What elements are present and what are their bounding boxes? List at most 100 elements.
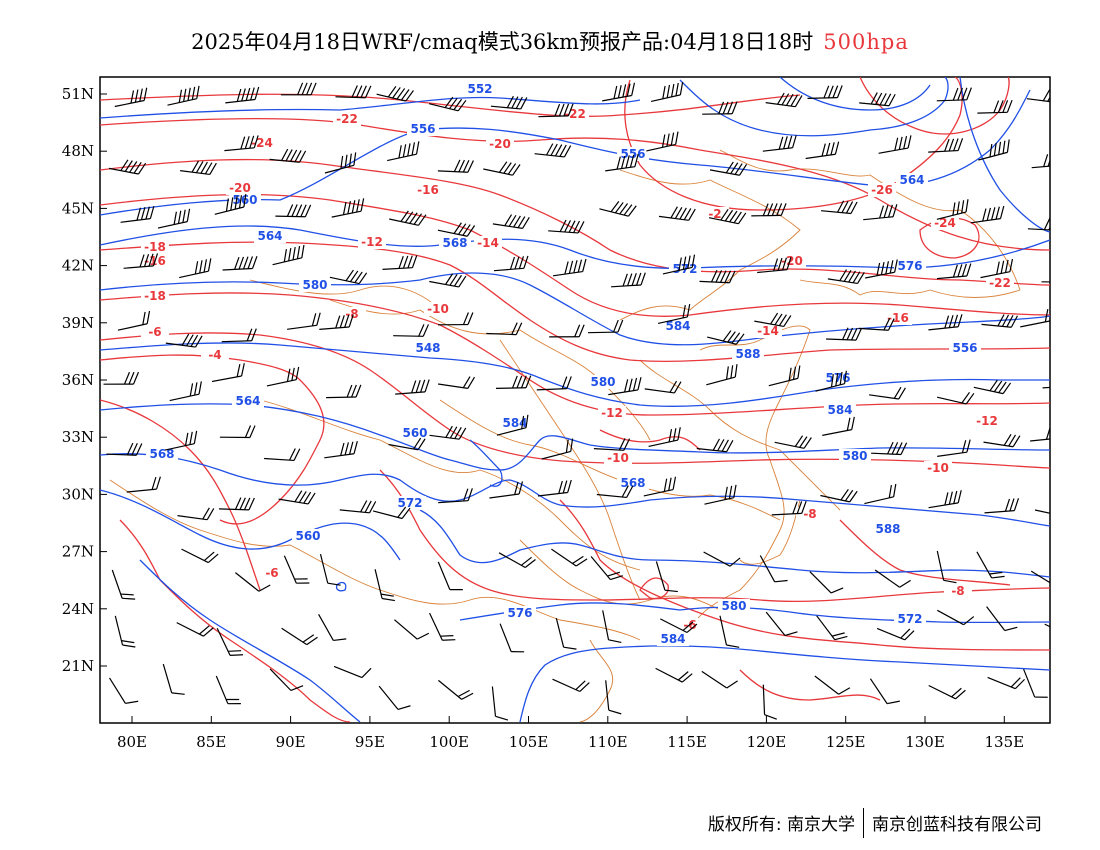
lon-tick-label: 110E — [588, 733, 628, 751]
wind-barb — [1026, 89, 1050, 104]
temperature-label-bg — [141, 325, 169, 339]
wind-barb — [937, 609, 975, 626]
temperature-label: -12 — [976, 414, 998, 428]
wind-barb — [372, 506, 411, 520]
wind-barb — [1030, 426, 1050, 442]
wind-barb — [329, 269, 368, 285]
wind-barb — [214, 194, 247, 215]
height-label: 580 — [721, 599, 746, 613]
wind-barb — [165, 333, 203, 348]
temperature-isotherm — [379, 469, 1050, 603]
temperature-isotherm — [119, 519, 351, 723]
height-label: 556 — [952, 341, 977, 355]
wind-barb — [495, 375, 532, 389]
temperature-label-bg — [924, 461, 952, 475]
height-label: 580 — [842, 449, 867, 463]
wind-barb — [235, 572, 271, 592]
wind-barb — [980, 258, 1014, 279]
wind-barb — [878, 135, 912, 154]
wind-barb — [492, 214, 530, 229]
wind-barb — [429, 425, 467, 440]
temperature-contours — [100, 77, 1050, 723]
temperature-label-bg — [474, 236, 502, 250]
wind-barb — [981, 314, 1019, 328]
height-label-bg — [412, 341, 444, 355]
temperature-label: -16 — [887, 311, 909, 325]
wind-barb — [827, 269, 865, 285]
lon-tick-label: 100E — [429, 733, 469, 751]
wind-barb — [869, 386, 906, 400]
wind-barb — [754, 312, 792, 328]
country-border — [719, 149, 1021, 298]
temperature-labels: -22 -24 -20 -18 -16 -12 -8 -6 -4 -10 -14 -22 -20 -16 -… — [141, 107, 1014, 632]
wind-barb — [269, 668, 304, 692]
height-label-bg — [407, 122, 439, 136]
wind-barb — [438, 376, 475, 389]
wind-barb — [108, 677, 139, 704]
wind-barb — [696, 438, 734, 453]
wind-barb — [984, 498, 1020, 514]
wind-barb — [216, 628, 244, 656]
temperature-label: -8 — [345, 307, 358, 321]
wind-barb — [541, 438, 574, 460]
wind-barb — [1042, 385, 1050, 389]
wind-barb — [215, 675, 241, 705]
temperature-label: -8 — [803, 507, 816, 521]
map-title: 2025年04月18日WRF/cmaq模式36km预报产品:04月18日18时 5… — [0, 26, 1100, 56]
wind-barb — [986, 606, 1018, 632]
wind-barb — [983, 433, 1021, 448]
wind-barb — [650, 81, 684, 102]
country-border — [259, 399, 641, 571]
height-isoline — [679, 77, 949, 137]
wind-barb — [437, 159, 474, 173]
temperature-label: -20 — [229, 181, 251, 195]
height-label-bg — [587, 375, 619, 389]
height-isoline — [100, 342, 1050, 407]
temperature-label-bg — [868, 183, 896, 197]
wind-barb — [936, 87, 972, 102]
wind-barb — [429, 273, 467, 288]
wind-barb — [331, 198, 365, 218]
lat-tick-label: 24N — [62, 600, 94, 618]
wind-barb — [809, 571, 844, 594]
wind-barb — [180, 160, 217, 176]
height-label-bg — [732, 347, 764, 361]
wind-barbs — [103, 81, 1050, 721]
lat-tick-label: 33N — [62, 428, 94, 446]
height-label: 564 — [899, 173, 924, 187]
height-label: 564 — [235, 394, 260, 408]
wind-barb — [608, 377, 642, 396]
wind-barb — [389, 210, 427, 226]
wind-barb — [123, 253, 159, 269]
lon-tick-label: 85E — [196, 733, 226, 751]
lon-tick-label: 130E — [905, 733, 945, 751]
wind-barb — [1031, 153, 1050, 169]
wind-barb — [281, 82, 317, 96]
wind-barb — [549, 324, 585, 338]
temperature-isotherm — [839, 519, 1011, 586]
height-label-bg — [394, 496, 426, 510]
wind-barb — [108, 159, 147, 175]
wind-barb — [388, 437, 426, 451]
wind-barb — [281, 627, 318, 646]
wind-barb — [1044, 623, 1050, 639]
temperature-label: -22 — [564, 107, 586, 121]
temperature-isotherm — [100, 158, 1050, 286]
temperature-label-bg — [986, 276, 1014, 290]
temperature-label: -20 — [781, 254, 803, 268]
lat-tick-label: 21N — [62, 657, 94, 675]
height-isoline — [139, 559, 361, 723]
wind-barb — [970, 205, 1005, 224]
wind-barb — [702, 101, 738, 115]
wind-barb — [978, 139, 1010, 161]
height-label: 584 — [665, 319, 690, 333]
wind-barb — [605, 153, 639, 172]
wind-barb — [534, 143, 572, 158]
lat-tick-label: 27N — [62, 543, 94, 561]
wind-barb — [605, 680, 622, 715]
wind-barb — [437, 222, 476, 237]
height-label-bg — [949, 341, 981, 355]
wind-barb — [928, 684, 966, 700]
wind-barb — [438, 488, 473, 504]
temperature-label-bg — [598, 406, 626, 420]
